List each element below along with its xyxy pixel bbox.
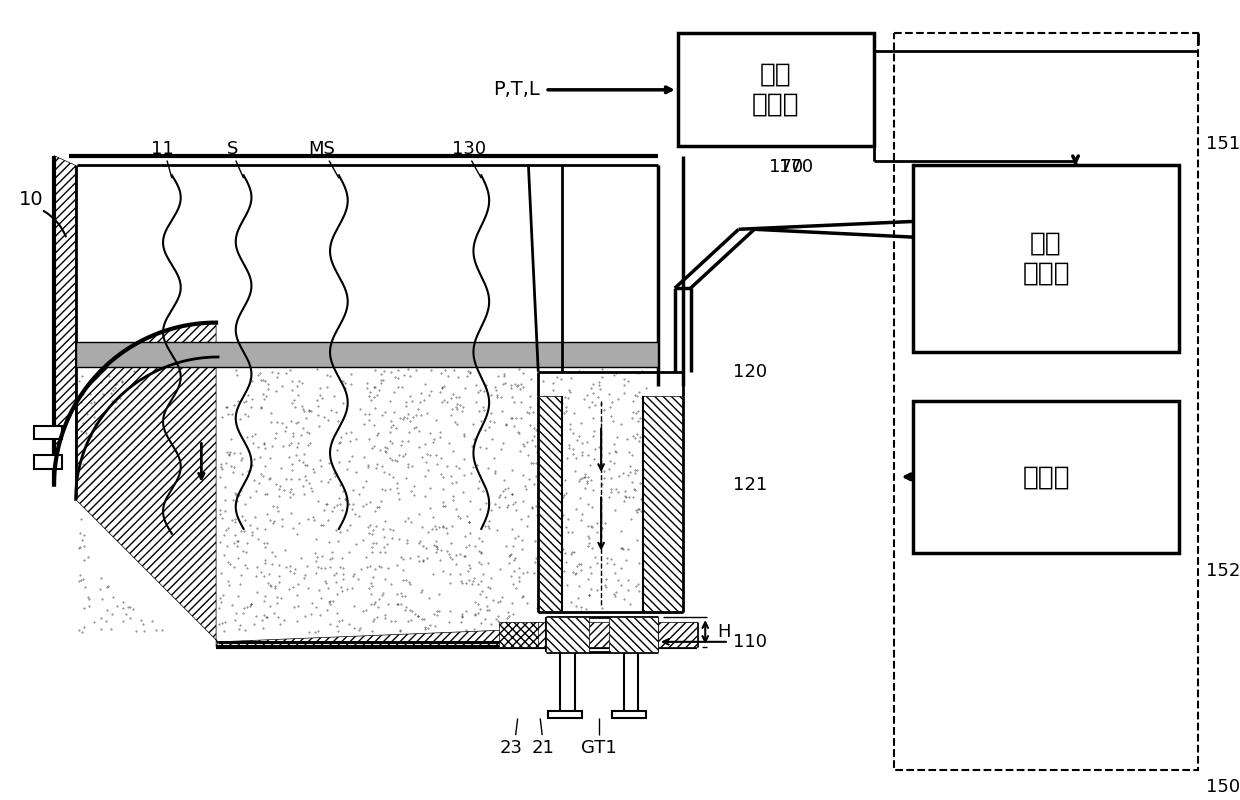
Text: 150: 150 <box>1207 778 1240 796</box>
Text: 10: 10 <box>19 190 43 210</box>
Text: 121: 121 <box>733 476 768 494</box>
Bar <box>35 455 62 469</box>
Text: 23: 23 <box>500 739 522 757</box>
Bar <box>894 33 1198 770</box>
Bar <box>914 401 1179 554</box>
Polygon shape <box>533 622 697 646</box>
Text: 120: 120 <box>733 362 766 381</box>
Text: 加压部: 加压部 <box>1022 464 1070 490</box>
Bar <box>914 166 1179 352</box>
Text: 130: 130 <box>453 140 486 158</box>
Bar <box>35 426 62 439</box>
Text: S: S <box>227 140 238 158</box>
Text: H: H <box>717 623 730 641</box>
Text: 真空
形成部: 真空 形成部 <box>1022 230 1070 286</box>
Text: 110: 110 <box>733 633 766 651</box>
Text: GT1: GT1 <box>582 739 618 757</box>
Polygon shape <box>76 166 658 640</box>
Text: 21: 21 <box>532 739 554 757</box>
Polygon shape <box>538 396 562 612</box>
Polygon shape <box>55 156 218 646</box>
Text: 170: 170 <box>779 158 812 177</box>
Bar <box>611 710 646 718</box>
Polygon shape <box>546 618 589 652</box>
Text: 11: 11 <box>151 140 174 158</box>
Text: 170: 170 <box>769 158 802 177</box>
Text: 151: 151 <box>1207 135 1240 153</box>
Text: MS: MS <box>309 140 336 158</box>
Text: 152: 152 <box>1207 562 1240 580</box>
Bar <box>548 710 583 718</box>
Polygon shape <box>76 342 658 367</box>
Polygon shape <box>498 622 538 646</box>
Polygon shape <box>609 618 658 652</box>
Polygon shape <box>644 396 683 612</box>
Polygon shape <box>216 622 697 646</box>
Bar <box>678 33 874 146</box>
Text: P,T,L: P,T,L <box>494 80 541 99</box>
Text: 出钢
控制部: 出钢 控制部 <box>753 62 800 118</box>
